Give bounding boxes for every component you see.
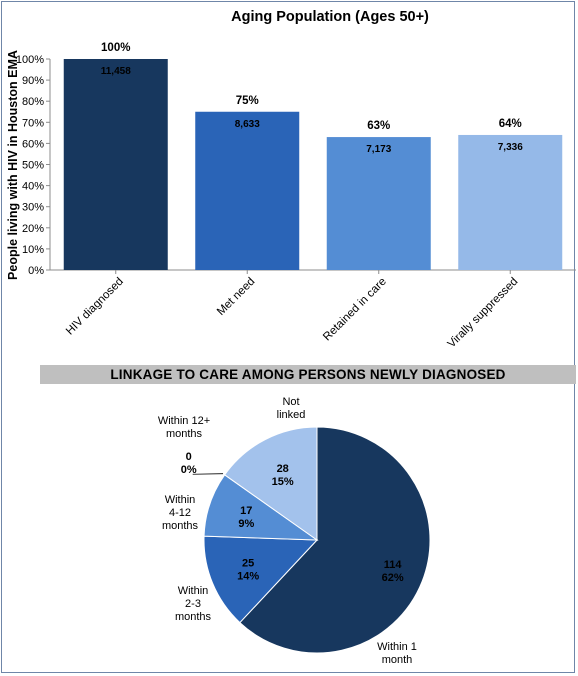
pie-category-label: months <box>175 611 212 623</box>
pie-chart-title: LINKAGE TO CARE AMONG PERSONS NEWLY DIAG… <box>40 365 576 384</box>
pie-slice <box>223 426 318 541</box>
pie-value-label: 0 <box>186 451 192 463</box>
y-tick-label: 30% <box>22 202 44 214</box>
y-tick-label: 20% <box>22 223 44 235</box>
y-tick-label: 10% <box>22 244 44 256</box>
pie-category-label: 2-3 <box>185 598 201 610</box>
y-tick-label: 100% <box>16 54 44 66</box>
pie-percent-label: 62% <box>382 572 404 584</box>
bar-chart-title: Aging Population (Ages 50+) <box>231 9 429 25</box>
pie-category-label: months <box>166 428 203 440</box>
pie-category-label: Not <box>282 396 299 408</box>
pie-percent-label: 9% <box>238 518 254 530</box>
y-tick-label: 90% <box>22 75 44 87</box>
y-tick-label: 70% <box>22 117 44 129</box>
pie-category-label: Within <box>165 494 196 506</box>
pie-percent-label: 14% <box>237 571 259 583</box>
y-axis-label: People living with HIV in Houston EMA <box>6 50 20 280</box>
bar-count-label: 7,336 <box>498 142 523 153</box>
bar-percent-label: 75% <box>236 95 259 107</box>
y-tick-label: 0% <box>28 265 44 277</box>
pie-category-label: 4-12 <box>169 507 191 519</box>
pie-category-label: months <box>162 520 199 532</box>
pie-value-label: 114 <box>384 559 403 571</box>
pie-category-label: month <box>382 654 413 666</box>
bar-chart: Aging Population (Ages 50+) People livin… <box>6 9 576 350</box>
y-tick-label: 40% <box>22 181 44 193</box>
bar-percent-label: 63% <box>367 120 390 132</box>
pie-percent-label: 0% <box>181 464 197 476</box>
pie-percent-label: 15% <box>272 476 294 488</box>
bar <box>458 134 563 270</box>
bar <box>63 59 168 270</box>
pie-category-label: linked <box>277 409 306 421</box>
y-tick-label: 50% <box>22 160 44 172</box>
pie-value-label: 28 <box>277 463 289 475</box>
pie-leader-line <box>192 473 224 475</box>
pie-value-label: 25 <box>242 558 254 570</box>
bar-percent-label: 100% <box>101 42 130 54</box>
pie-category-label: Within <box>178 585 209 597</box>
pie-value-label: 17 <box>240 505 252 517</box>
bar-count-label: 11,458 <box>101 66 131 77</box>
bar-percent-label: 64% <box>499 118 522 130</box>
bar <box>326 137 431 270</box>
pie-category-label: Within 12+ <box>158 415 210 427</box>
pie-category-label: Within 1 <box>377 641 417 653</box>
pie-slice <box>203 535 319 624</box>
pie-slice <box>239 426 431 654</box>
bar-count-label: 8,633 <box>235 119 260 130</box>
bar <box>195 111 300 270</box>
y-tick-label: 60% <box>22 138 44 150</box>
y-tick-label: 80% <box>22 96 44 108</box>
bar-count-label: 7,173 <box>366 144 391 155</box>
